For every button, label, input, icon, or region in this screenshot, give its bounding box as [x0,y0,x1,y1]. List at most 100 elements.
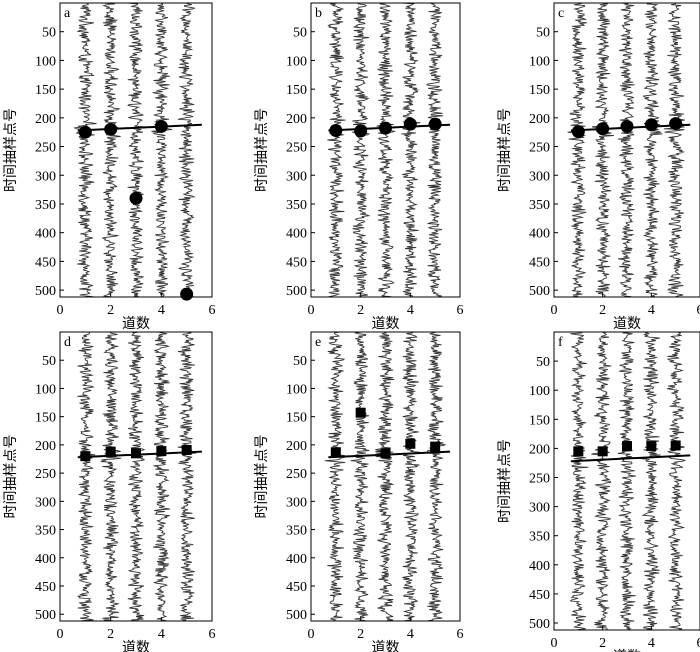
pick-marker [329,123,343,137]
y-axis-title: 时间抽样点号 [3,435,19,519]
pick-marker [104,122,118,136]
pick-marker [379,121,392,135]
y-tick-label: 150 [35,411,56,426]
pick-marker [180,287,194,301]
seismic-trace-3 [375,331,395,622]
panel-label: d [64,335,71,350]
y-tick-label: 500 [286,608,307,623]
x-tick-label: 4 [648,303,655,318]
seismic-trace-5 [425,2,444,298]
y-tick-label: 150 [286,83,307,98]
panel-label: e [315,335,321,350]
seismic-trace-5 [666,331,687,631]
y-tick-label: 250 [35,141,56,156]
y-tick-label: 150 [529,413,550,428]
pick-marker [380,448,391,459]
y-tick-label: 300 [35,169,56,184]
panel-label: a [64,6,71,21]
x-tick-label: 6 [457,303,464,318]
pick-marker [646,441,657,452]
y-tick-label: 250 [529,472,550,487]
y-tick-label: 100 [35,54,56,69]
y-tick-label: 350 [529,530,550,545]
x-tick-label: 0 [308,303,315,318]
seismic-trace-5 [663,3,686,298]
y-tick-label: 500 [35,284,56,299]
seismic-trace-4 [151,2,173,298]
y-tick-label: 350 [35,524,56,539]
y-tick-label: 50 [42,26,56,41]
pick-marker [355,407,366,418]
x-tick-label: 4 [407,627,414,642]
pick-marker [181,444,192,455]
seismic-trace-1 [77,331,96,622]
pick-marker [403,117,417,131]
seismic-trace-2 [352,2,371,298]
y-tick-label: 350 [286,524,307,539]
pick-marker [428,117,442,131]
pick-marker [105,446,116,457]
pick-marker [669,117,683,131]
seismic-trace-3 [617,331,636,631]
x-tick-label: 6 [457,627,464,642]
axes-frame [553,331,700,631]
y-tick-label: 400 [529,559,550,574]
y-tick-label: 200 [35,112,56,127]
x-tick-label: 0 [57,303,64,318]
pick-marker [620,119,634,133]
pick-marker [573,446,584,457]
y-tick-label: 500 [529,617,550,632]
panel-label: f [558,335,563,350]
y-tick-label: 200 [529,112,550,127]
y-axis-title: 时间抽样点号 [497,108,513,192]
y-tick-label: 400 [35,227,56,242]
x-axis-title: 道数 [372,640,400,652]
pick-marker [78,125,92,139]
seismic-trace-5 [426,331,447,622]
y-tick-label: 450 [35,255,56,270]
y-tick-label: 200 [35,439,56,454]
pick-marker [354,124,368,138]
axes-frame [59,2,213,298]
x-tick-label: 2 [357,627,364,642]
y-tick-label: 350 [35,198,56,213]
y-tick-label: 250 [286,467,307,482]
pick-marker [670,440,681,451]
seismic-trace-2 [102,2,121,298]
pick-marker [154,119,168,133]
y-tick-label: 300 [529,501,550,516]
y-tick-label: 100 [529,384,550,399]
y-tick-label: 50 [42,354,56,369]
seismic-trace-4 [402,331,420,622]
y-tick-label: 450 [286,255,307,270]
pick-marker [644,118,658,132]
seismic-trace-4 [401,2,421,297]
y-tick-label: 250 [35,467,56,482]
y-tick-label: 50 [536,355,550,370]
seismic-trace-1 [327,2,346,298]
pick-marker [129,191,143,205]
y-tick-label: 50 [536,26,550,41]
x-axis-title: 道数 [122,316,150,332]
y-tick-label: 250 [529,141,550,156]
panel-label: b [315,6,322,21]
y-tick-label: 250 [286,141,307,156]
seismic-trace-4 [642,2,663,298]
axes-frame [310,2,461,298]
y-tick-label: 100 [286,54,307,69]
x-tick-label: 6 [209,303,216,318]
pick-marker [430,441,441,452]
y-tick-label: 300 [286,169,307,184]
pick-marker [571,125,585,139]
pick-marker [156,446,167,457]
y-tick-label: 400 [286,552,307,567]
seismic-trace-2 [591,2,614,298]
event-line [77,123,202,132]
y-axis-title: 时间抽样点号 [497,439,513,523]
pick-marker [330,447,341,458]
